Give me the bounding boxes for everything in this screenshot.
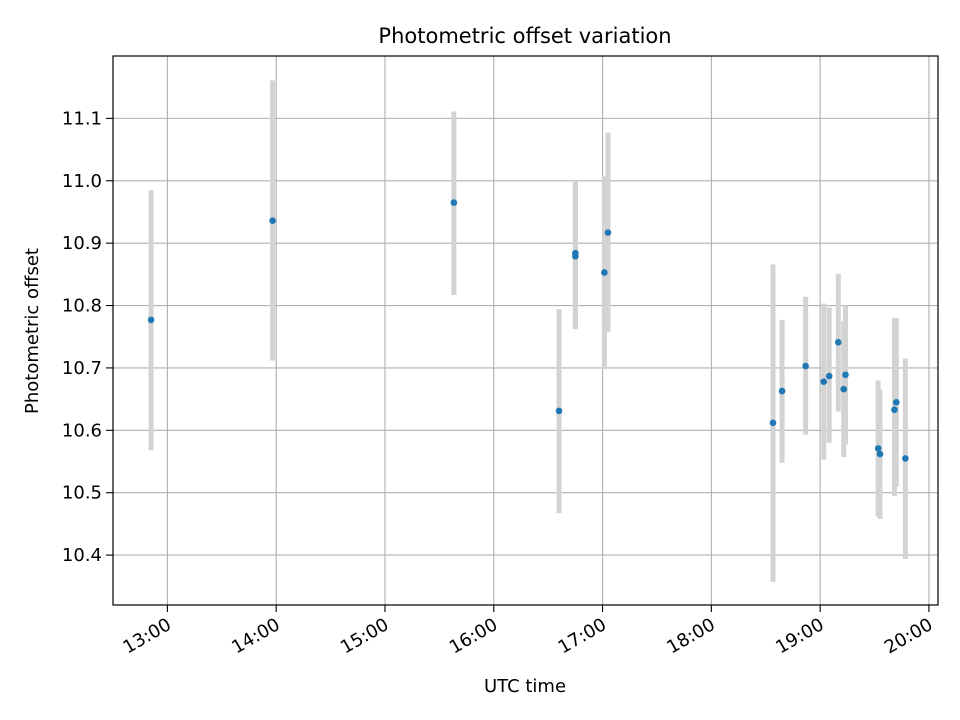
y-tick-label: 11.1 — [62, 108, 102, 129]
y-tick-label: 10.7 — [62, 358, 102, 379]
data-point — [778, 387, 786, 395]
data-point — [604, 229, 612, 236]
data-point — [842, 371, 849, 379]
data-point — [825, 372, 833, 380]
plot-frame — [112, 55, 939, 606]
y-tick-label: 11.0 — [62, 171, 102, 192]
data-points — [147, 199, 909, 462]
y-tick-label: 10.9 — [62, 233, 102, 254]
data-point — [891, 406, 898, 414]
data-point — [601, 269, 608, 276]
data-point — [572, 252, 579, 260]
data-point — [840, 385, 848, 393]
data-point — [902, 455, 909, 462]
data-point — [820, 378, 828, 385]
data-point — [874, 445, 882, 452]
y-axis-label: Photometric offset — [22, 248, 43, 414]
data-point — [450, 199, 458, 206]
x-axis-label: UTC time — [484, 676, 566, 697]
y-tick-label: 10.6 — [62, 420, 102, 441]
data-point — [802, 362, 809, 370]
data-point — [769, 419, 777, 427]
data-point — [834, 339, 842, 346]
data-point — [555, 407, 563, 415]
data-point — [269, 217, 276, 224]
y-tick-label: 10.5 — [62, 483, 102, 504]
chart-title: Photometric offset variation — [378, 24, 671, 48]
data-point — [892, 398, 900, 406]
y-tick-label: 10.8 — [62, 296, 102, 317]
y-tick-label: 10.4 — [62, 545, 102, 566]
data-point — [147, 316, 155, 324]
y-axis-ticks: 10.4 10.5 10.6 10.7 10.8 10.9 11.0 11.1 — [62, 108, 113, 566]
data-point — [876, 450, 884, 458]
